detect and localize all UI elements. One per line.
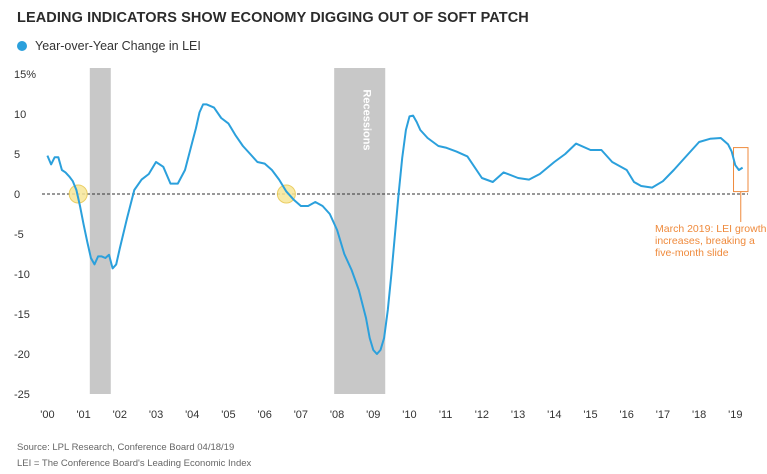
highlight-circle — [276, 184, 296, 204]
y-tick-label: 10 — [14, 109, 26, 121]
x-tick-label: '06 — [257, 409, 271, 421]
chart-title: LEADING INDICATORS SHOW ECONOMY DIGGING … — [17, 10, 529, 26]
x-tick-label: '01 — [76, 409, 90, 421]
y-tick-label: -20 — [14, 349, 30, 361]
lei-series-line — [46, 103, 744, 355]
source-note: Source: LPL Research, Conference Board 0… — [17, 442, 235, 453]
definition-note: LEI = The Conference Board's Leading Eco… — [17, 458, 252, 469]
x-tick-label: '15 — [583, 409, 597, 421]
legend: Year-over-Year Change in LEI — [17, 38, 201, 54]
recession-band — [89, 68, 111, 394]
x-tick-label: '14 — [547, 409, 561, 421]
annotation-line: March 2019: LEI growth — [655, 223, 767, 235]
y-tick-label: -25 — [14, 389, 30, 401]
x-tick-label: '00 — [40, 409, 54, 421]
x-tick-label: '16 — [620, 409, 634, 421]
x-tick-label: '12 — [475, 409, 489, 421]
circle-marker-icon — [17, 41, 27, 51]
x-tick-label: '09 — [366, 409, 380, 421]
x-tick-label: '04 — [185, 409, 199, 421]
y-tick-label: -10 — [14, 269, 30, 281]
x-tick-label: '10 — [402, 409, 416, 421]
annotation-line: five-month slide — [655, 247, 729, 259]
annotation-line: increases, breaking a — [655, 235, 755, 247]
y-tick-label: 15% — [14, 69, 36, 81]
annotation-text: March 2019: LEI growth increases, breaki… — [655, 223, 767, 259]
y-tick-label: -15 — [14, 309, 30, 321]
x-tick-label: '08 — [330, 409, 344, 421]
x-tick-label: '05 — [221, 409, 235, 421]
x-tick-label: '19 — [728, 409, 742, 421]
y-tick-label: 5 — [14, 149, 20, 161]
recession-band — [334, 68, 386, 394]
legend-label: Year-over-Year Change in LEI — [35, 39, 201, 53]
y-tick-label: 0 — [14, 189, 20, 201]
x-tick-label: '02 — [113, 409, 127, 421]
x-tick-label: '11 — [439, 409, 453, 421]
x-tick-label: '07 — [294, 409, 308, 421]
x-tick-label: '18 — [692, 409, 706, 421]
y-tick-label: -5 — [14, 229, 24, 241]
x-tick-label: '03 — [149, 409, 163, 421]
x-tick-label: '17 — [656, 409, 670, 421]
x-tick-label: '13 — [511, 409, 525, 421]
recession-label: Recessions — [361, 89, 373, 150]
